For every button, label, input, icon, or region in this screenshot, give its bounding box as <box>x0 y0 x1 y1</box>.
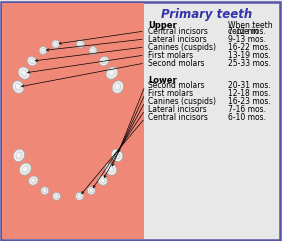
Ellipse shape <box>13 149 25 162</box>
Ellipse shape <box>27 56 37 66</box>
Ellipse shape <box>113 152 118 157</box>
Ellipse shape <box>77 194 80 197</box>
Ellipse shape <box>30 178 34 181</box>
Text: 20-31 mos.: 20-31 mos. <box>228 81 271 91</box>
Text: Central incisors: Central incisors <box>148 114 208 122</box>
Text: 7-12 mos.: 7-12 mos. <box>228 27 266 35</box>
Ellipse shape <box>99 56 109 66</box>
Ellipse shape <box>105 163 117 175</box>
Ellipse shape <box>89 47 97 54</box>
Ellipse shape <box>15 152 19 157</box>
Ellipse shape <box>53 42 56 44</box>
Text: Canines (cuspids): Canines (cuspids) <box>148 98 216 107</box>
Ellipse shape <box>101 58 105 62</box>
Ellipse shape <box>87 187 95 195</box>
Ellipse shape <box>20 69 25 74</box>
Ellipse shape <box>54 194 57 197</box>
Ellipse shape <box>91 48 94 51</box>
Text: Second molars: Second molars <box>148 59 204 67</box>
Text: First molars: First molars <box>148 89 193 99</box>
Ellipse shape <box>19 163 31 175</box>
Ellipse shape <box>21 165 26 170</box>
Ellipse shape <box>29 58 32 62</box>
Text: Lateral incisors: Lateral incisors <box>148 106 207 114</box>
Ellipse shape <box>15 83 19 88</box>
FancyBboxPatch shape <box>2 3 144 239</box>
Text: 16-23 mos.: 16-23 mos. <box>228 98 271 107</box>
Text: Lower: Lower <box>148 76 177 85</box>
Text: 25-33 mos.: 25-33 mos. <box>228 59 271 67</box>
Ellipse shape <box>76 40 84 48</box>
Text: Canines (cuspids): Canines (cuspids) <box>148 42 216 52</box>
Ellipse shape <box>114 83 118 88</box>
Ellipse shape <box>108 69 113 74</box>
Ellipse shape <box>106 67 118 79</box>
Text: 16-22 mos.: 16-22 mos. <box>228 42 271 52</box>
Ellipse shape <box>112 81 124 93</box>
Ellipse shape <box>52 192 61 200</box>
Text: Central incisors: Central incisors <box>148 27 208 35</box>
Text: Upper: Upper <box>148 21 177 30</box>
Ellipse shape <box>41 48 44 51</box>
Text: Primary teeth: Primary teeth <box>161 8 253 21</box>
Ellipse shape <box>98 176 107 185</box>
Text: 12-18 mos.: 12-18 mos. <box>228 89 270 99</box>
Text: Lateral incisors: Lateral incisors <box>148 34 207 43</box>
Ellipse shape <box>107 165 111 170</box>
Ellipse shape <box>76 192 83 200</box>
Ellipse shape <box>12 81 24 93</box>
Ellipse shape <box>39 47 47 54</box>
Ellipse shape <box>89 188 92 191</box>
Text: Second molars: Second molars <box>148 81 204 91</box>
Ellipse shape <box>52 40 60 48</box>
Text: 7-16 mos.: 7-16 mos. <box>228 106 266 114</box>
Ellipse shape <box>41 187 49 195</box>
Text: come in: come in <box>228 27 258 36</box>
Text: 9-13 mos.: 9-13 mos. <box>228 34 266 43</box>
Ellipse shape <box>42 188 45 191</box>
Ellipse shape <box>100 178 103 181</box>
Text: 13-19 mos.: 13-19 mos. <box>228 51 271 60</box>
Ellipse shape <box>111 149 123 162</box>
Ellipse shape <box>78 42 81 44</box>
Text: 6-10 mos.: 6-10 mos. <box>228 114 266 122</box>
FancyBboxPatch shape <box>1 2 280 240</box>
Text: First molars: First molars <box>148 51 193 60</box>
Ellipse shape <box>28 176 38 185</box>
Ellipse shape <box>18 67 30 79</box>
Text: When teeth: When teeth <box>228 21 273 30</box>
